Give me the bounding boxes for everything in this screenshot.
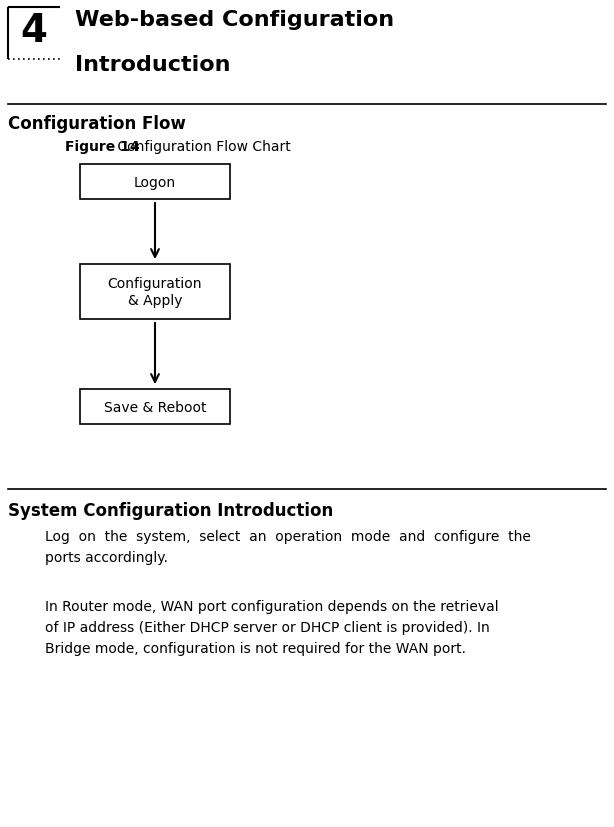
- Text: Configuration Flow Chart: Configuration Flow Chart: [113, 140, 291, 154]
- Text: Log  on  the  system,  select  an  operation  mode  and  configure  the
ports ac: Log on the system, select an operation m…: [45, 529, 531, 565]
- Bar: [80, 390, 230, 424]
- Text: 4: 4: [20, 12, 47, 50]
- Text: Web-based Configuration: Web-based Configuration: [75, 10, 394, 30]
- Bar: [80, 265, 230, 319]
- Text: Logon: Logon: [134, 175, 176, 189]
- Text: System Configuration Introduction: System Configuration Introduction: [8, 501, 333, 519]
- Text: Introduction: Introduction: [75, 55, 230, 75]
- Bar: [80, 165, 230, 200]
- Text: Configuration Flow: Configuration Flow: [8, 115, 186, 133]
- Text: Figure 14: Figure 14: [65, 140, 139, 154]
- Text: Configuration
& Apply: Configuration & Apply: [107, 277, 202, 307]
- Text: Save & Reboot: Save & Reboot: [104, 400, 206, 414]
- Text: In Router mode, WAN port configuration depends on the retrieval
of IP address (E: In Router mode, WAN port configuration d…: [45, 600, 499, 656]
